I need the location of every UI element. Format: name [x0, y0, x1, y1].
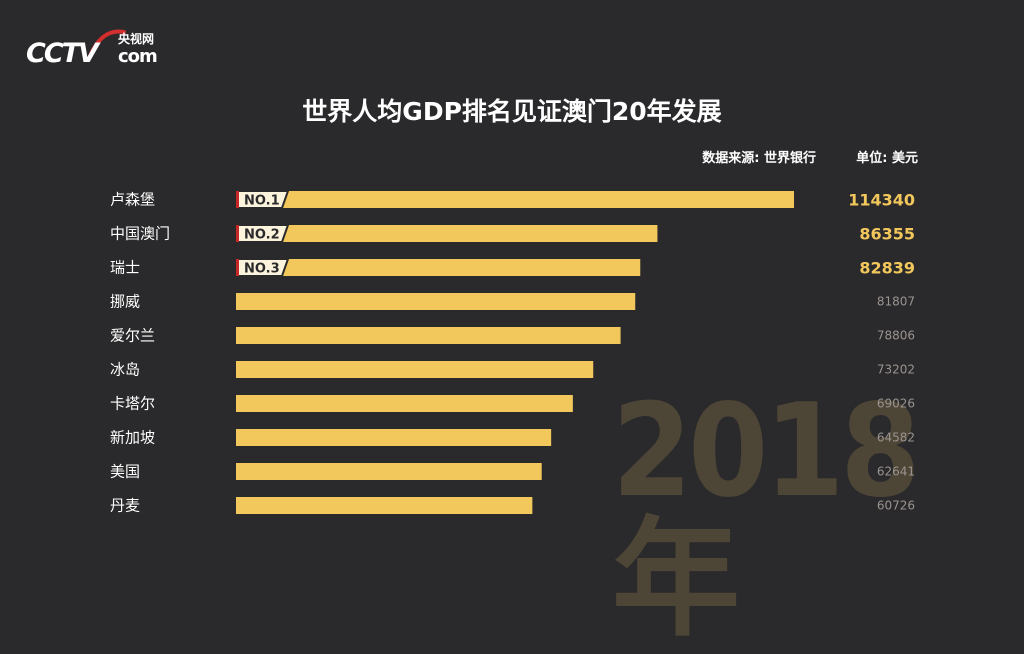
- bar: [236, 293, 636, 310]
- country-label: 瑞士: [110, 259, 140, 277]
- country-label: 冰岛: [110, 361, 140, 379]
- value-label: 64582: [877, 431, 915, 445]
- bar: [236, 259, 641, 276]
- value-label: 62641: [877, 465, 915, 479]
- logo-cn-text: 央视网: [118, 32, 155, 46]
- bar: [236, 191, 794, 208]
- value-label: 73202: [877, 363, 915, 377]
- cctv-logo: CCTV 央视网 com: [26, 26, 166, 70]
- value-label: 78806: [877, 329, 915, 343]
- value-label: 60726: [877, 499, 915, 513]
- value-label: 81807: [877, 295, 915, 309]
- bar: [236, 463, 542, 480]
- value-label: 86355: [859, 225, 915, 244]
- bar: [236, 395, 573, 412]
- country-label: 卡塔尔: [110, 395, 155, 413]
- bar: [236, 327, 621, 344]
- rank-label: NO.2: [244, 228, 280, 243]
- chart-title: 世界人均GDP排名见证澳门20年发展: [302, 97, 722, 126]
- bar: [236, 361, 594, 378]
- rank-label: NO.1: [244, 194, 280, 209]
- data-source: 数据来源: 世界银行: [702, 151, 816, 166]
- country-label: 美国: [110, 463, 140, 481]
- country-label: 挪威: [110, 293, 140, 311]
- bar: [236, 497, 533, 514]
- rank-label: NO.3: [244, 262, 280, 277]
- bar-chart: 卢森堡 NO.1 114340 中国澳门 NO.2 86355 瑞士 NO.3 82839 挪威 8…: [110, 190, 915, 515]
- logo-cctv-text: CCTV: [26, 38, 99, 69]
- bar: [236, 429, 552, 446]
- value-label: 82839: [859, 259, 915, 278]
- country-label: 爱尔兰: [110, 327, 155, 345]
- bar: [236, 225, 658, 242]
- rank-accent-mark: [236, 259, 239, 276]
- cctv-swoosh-icon: [88, 29, 126, 58]
- value-label: 114340: [848, 191, 915, 210]
- country-label: 卢森堡: [110, 191, 155, 209]
- country-label: 新加坡: [110, 429, 155, 447]
- rank-accent-mark: [236, 191, 239, 208]
- value-label: 69026: [877, 397, 915, 411]
- logo-com-text: com: [118, 46, 158, 67]
- country-label: 丹麦: [110, 497, 140, 515]
- rank-accent-mark: [236, 225, 239, 242]
- unit-label: 单位: 美元: [856, 151, 918, 166]
- country-label: 中国澳门: [110, 225, 170, 243]
